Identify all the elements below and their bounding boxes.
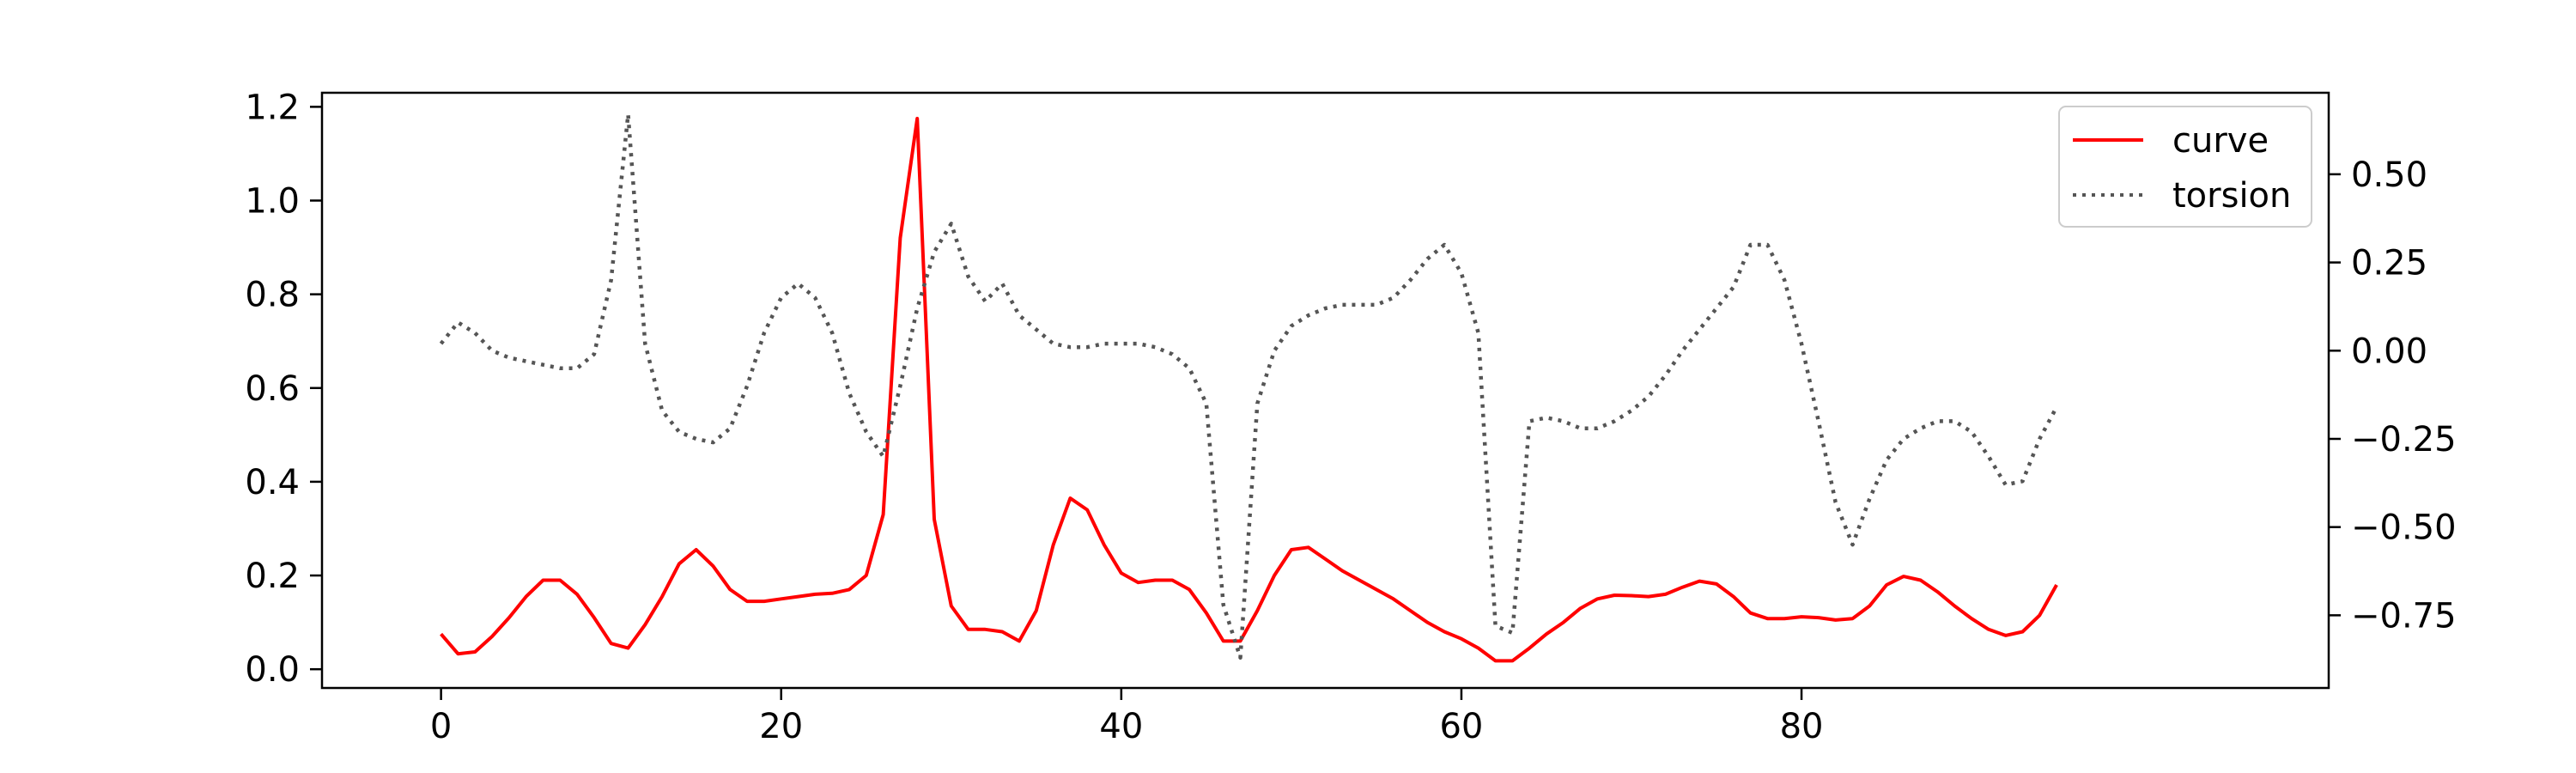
- x-tick-label: 0: [430, 707, 452, 746]
- y2-tick-label: 0.50: [2351, 155, 2427, 195]
- y2-tick-label: 0.00: [2351, 332, 2427, 371]
- x-tick-label: 80: [1780, 707, 1824, 746]
- y-tick-label: 1.0: [245, 182, 300, 222]
- y2-tick-label: −0.25: [2351, 420, 2457, 460]
- series-line-torsion: [439, 112, 2059, 660]
- axes-layer: 0 20 40 60 80 0.0 0.2 0.4 0.6 0.8 1.0 1.2 −0.75 −0.50…: [245, 88, 2456, 746]
- y2-tick-label: −0.75: [2351, 596, 2457, 636]
- y-tick-label: 0.4: [245, 463, 300, 502]
- x-tick-label: 60: [1439, 707, 1483, 746]
- legend-label-torsion: torsion: [2172, 176, 2291, 216]
- y-tick-label: 0.8: [245, 276, 300, 315]
- y2-tick-label: 0.25: [2351, 244, 2427, 283]
- legend-label-curve: curve: [2172, 121, 2269, 161]
- plot-frame: [320, 91, 2330, 690]
- series-layer: [439, 112, 2059, 663]
- series-line-curve: [440, 117, 2058, 663]
- y-tick-label: 0.0: [245, 650, 300, 690]
- x-tick-label: 20: [759, 707, 803, 746]
- x-tick-label: 40: [1099, 707, 1143, 746]
- y2-tick-label: −0.50: [2351, 508, 2457, 548]
- y-tick-label: 0.2: [245, 557, 300, 596]
- y-tick-label: 1.2: [245, 88, 300, 127]
- legend: curve torsion: [2058, 106, 2312, 228]
- y-tick-label: 0.6: [245, 369, 300, 409]
